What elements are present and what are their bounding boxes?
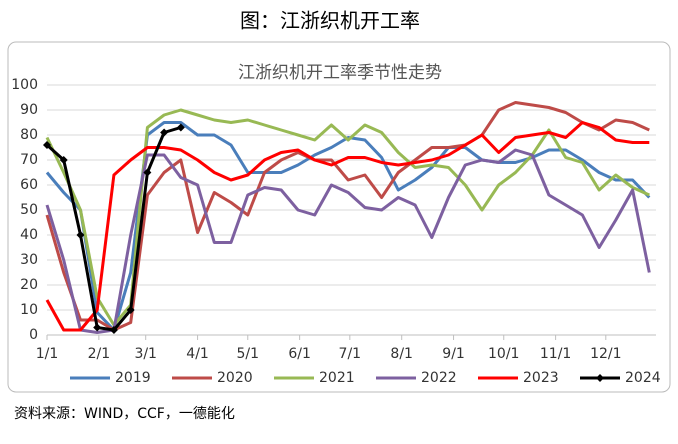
y-tick-label: 0 (29, 327, 38, 343)
y-tick-label: 30 (20, 252, 38, 268)
legend-label: 2023 (523, 370, 559, 386)
x-tick-label: 8/1 (390, 346, 413, 362)
series-marker (126, 306, 135, 314)
source-note: 资料来源：WIND，CCF，一德能化 (14, 406, 235, 422)
x-tick-label: 6/1 (288, 346, 311, 362)
series-line (45, 101, 650, 332)
y-tick-label: 70 (20, 152, 38, 168)
legend-marker (596, 374, 604, 382)
series-marker (109, 326, 118, 334)
series-marker (59, 156, 68, 164)
y-tick-label: 50 (20, 202, 38, 218)
series-line (45, 148, 651, 334)
series-marker (176, 123, 185, 132)
x-tick-label: 1/1 (36, 346, 59, 362)
x-tick-label: 9/1 (442, 346, 465, 362)
series-line (45, 108, 650, 327)
series-line (45, 126, 182, 332)
chart-title: 江浙织机开工率季节性走势 (238, 63, 442, 83)
series-marker (43, 141, 51, 149)
x-tick-label: 7/1 (339, 346, 362, 362)
series-marker (143, 168, 152, 177)
y-tick-label: 100 (11, 77, 38, 93)
series-marker (76, 231, 85, 239)
y-tick-label: 60 (20, 177, 38, 193)
y-tick-label: 80 (20, 127, 38, 143)
x-tick-label: 4/1 (186, 346, 209, 362)
x-tick-label: 12/1 (590, 346, 621, 362)
x-tick-label: 2/1 (88, 346, 111, 362)
page-title: 图：江浙织机开工率 (240, 9, 420, 33)
series-line (45, 121, 650, 332)
y-tick-label: 10 (20, 302, 38, 318)
legend-label: 2022 (421, 370, 457, 386)
chart-frame (7, 41, 671, 393)
legend-label: 2020 (217, 370, 253, 386)
series-marker (160, 128, 169, 137)
x-tick-label: 5/1 (237, 346, 260, 362)
x-tick-label: 10/1 (488, 346, 519, 362)
legend-label: 2024 (625, 370, 661, 386)
x-tick-label: 3/1 (134, 346, 157, 362)
legend-label: 2021 (319, 370, 355, 386)
series-marker (93, 323, 102, 332)
y-tick-label: 40 (20, 227, 38, 243)
y-tick-label: 20 (20, 277, 38, 293)
legend-label: 2019 (115, 370, 151, 386)
y-tick-label: 90 (20, 102, 38, 118)
x-tick-label: 11/1 (540, 346, 571, 362)
